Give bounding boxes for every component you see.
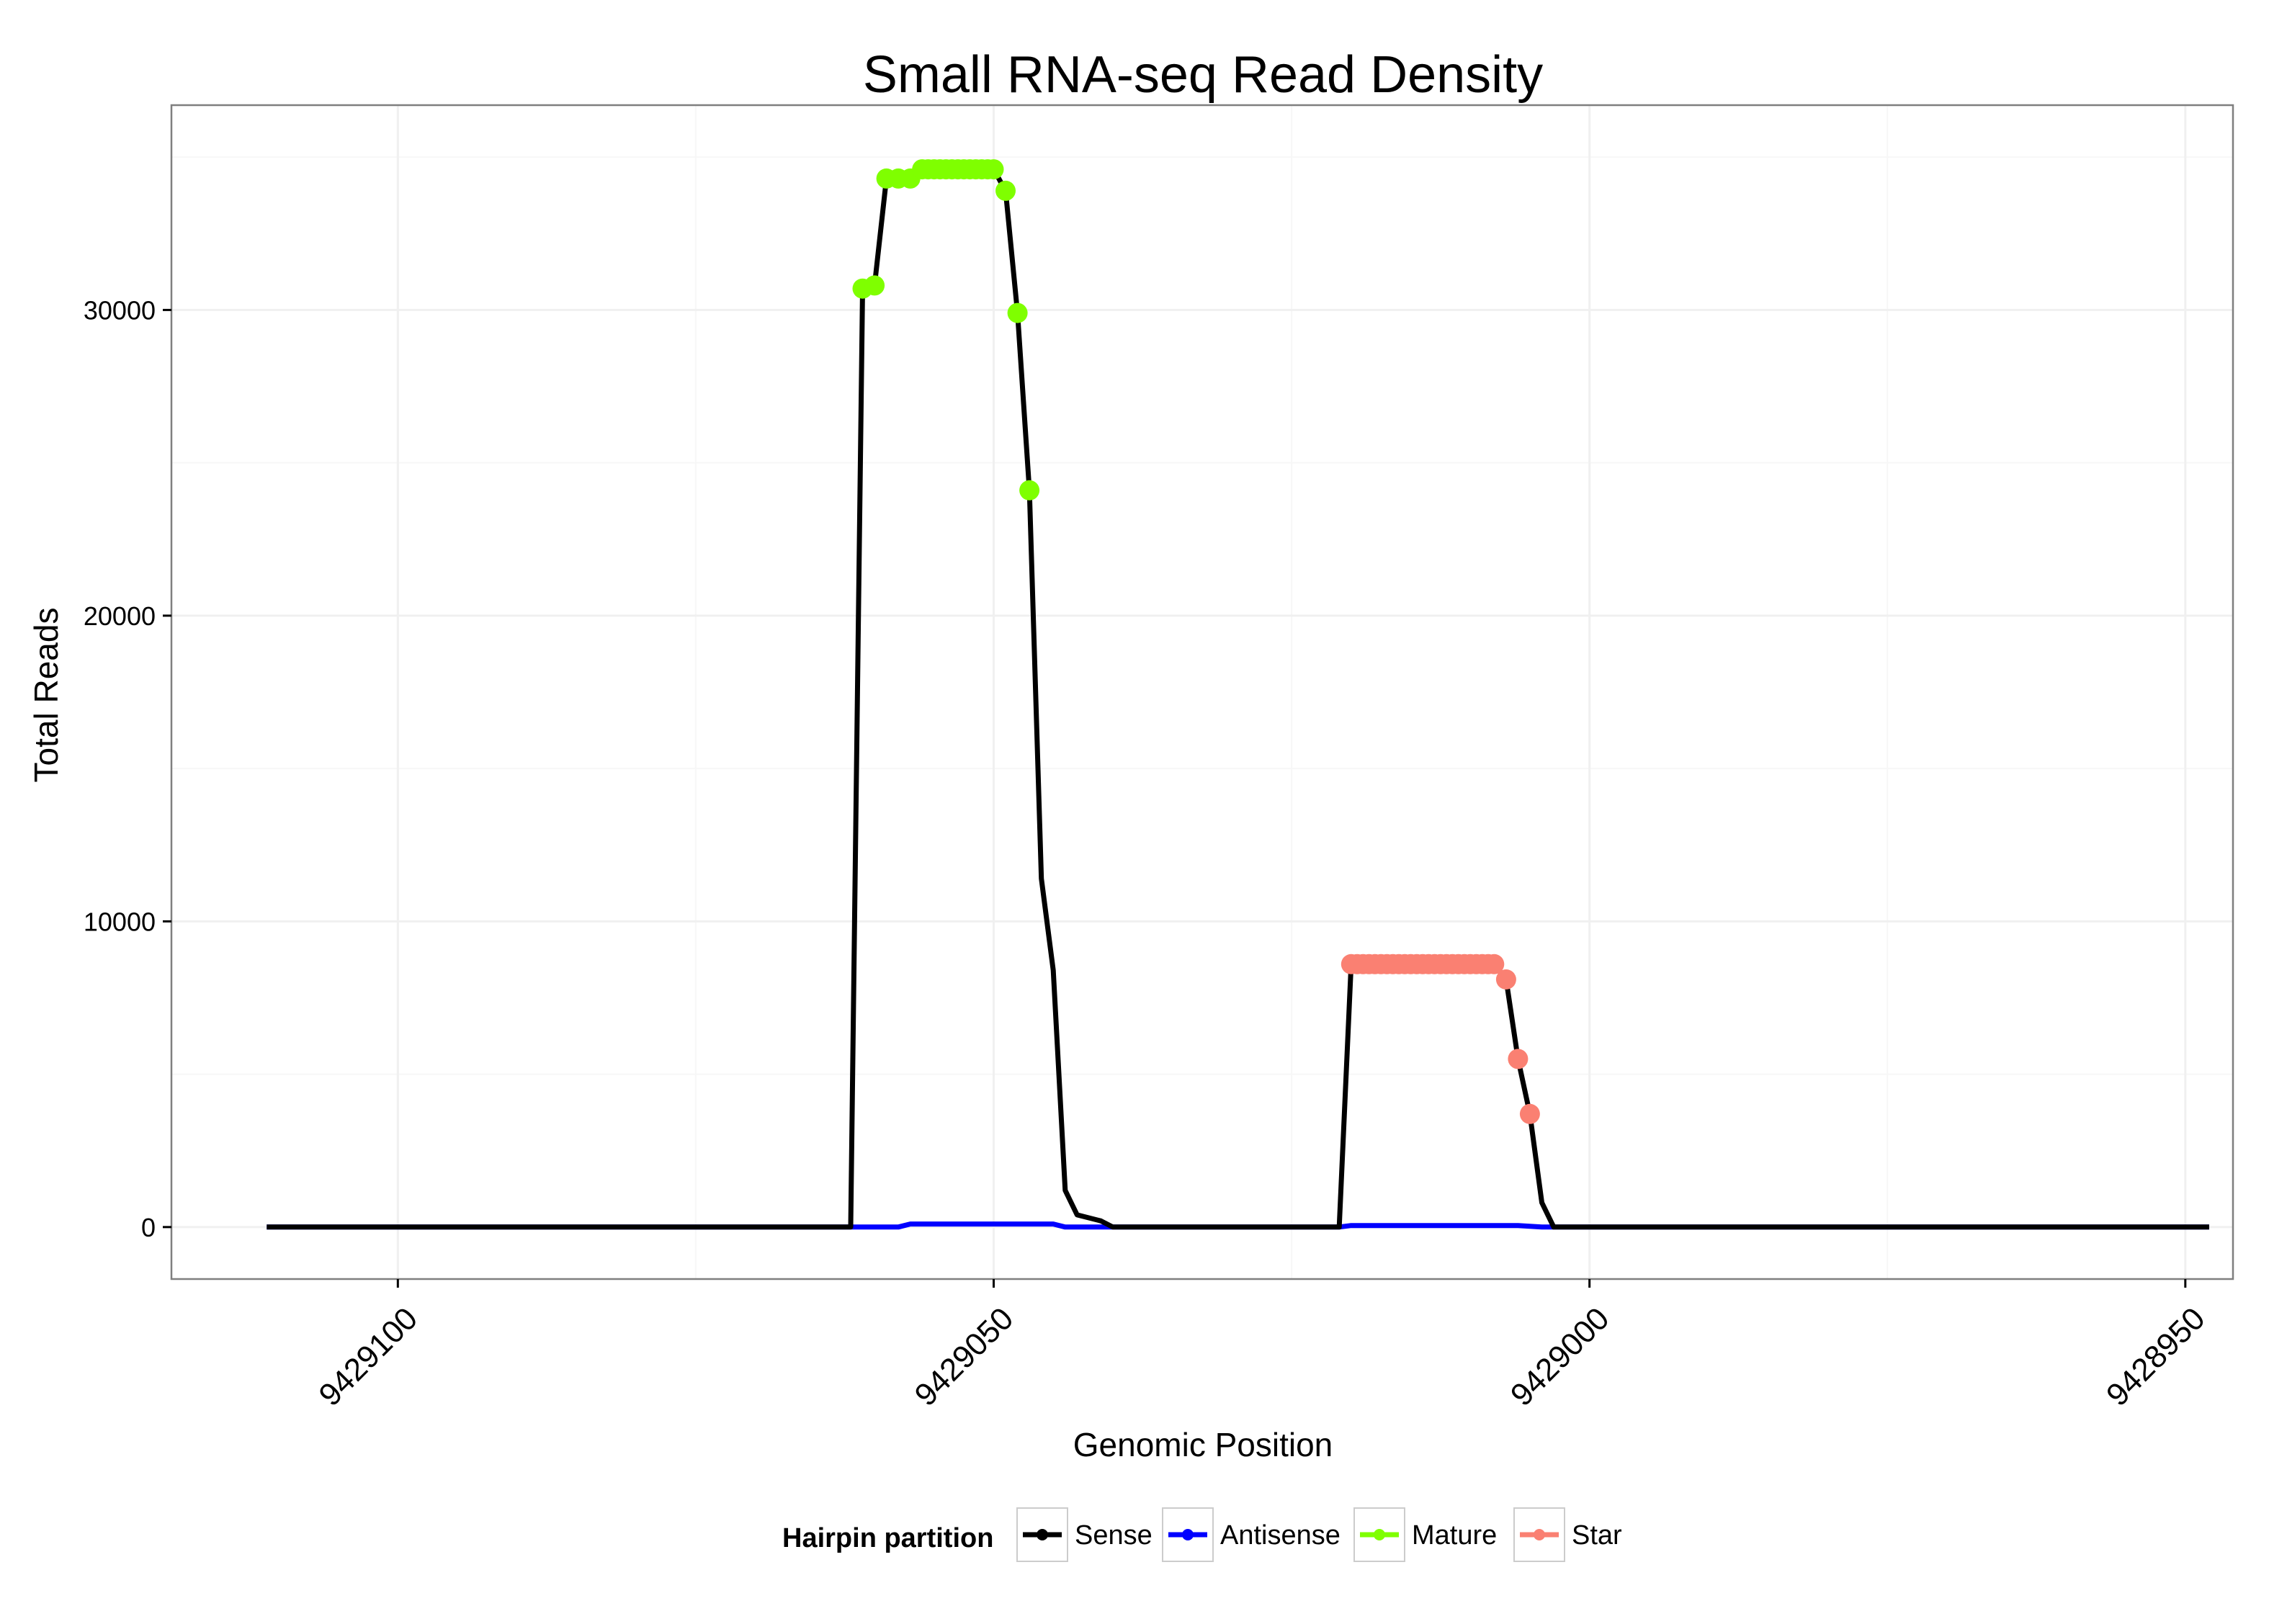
y-axis: 0 10000 20000 30000 (84, 295, 171, 1242)
series-points-mature (852, 159, 1040, 501)
data-point-star (1519, 1103, 1540, 1124)
data-point-mature (1019, 480, 1040, 501)
grid-lines (171, 105, 2233, 1279)
legend-label: Antisense (1220, 1520, 1341, 1551)
legend-key-point (1534, 1529, 1545, 1540)
data-point-mature (1007, 302, 1028, 323)
legend-label: Star (1572, 1520, 1622, 1551)
data-point-star (1495, 969, 1516, 990)
y-tick-label: 30000 (84, 295, 156, 325)
series-points-star (1341, 954, 1540, 1124)
chart-title: Small RNA-seq Read Density (863, 46, 1543, 104)
y-tick-label: 10000 (84, 907, 156, 936)
legend-title: Hairpin partition (782, 1523, 993, 1553)
y-axis-title: Total Reads (27, 608, 65, 783)
data-point-mature (983, 159, 1004, 180)
legend-item-mature: Mature (1353, 1507, 1497, 1562)
legend-item-sense: Sense (1016, 1507, 1153, 1562)
legend: Hairpin partition Sense Antisense Mature St… (782, 1507, 1622, 1562)
x-axis-title: Genomic Position (1073, 1426, 1333, 1463)
data-point-star (1508, 1049, 1529, 1069)
data-point-mature (995, 180, 1016, 201)
series-layer (267, 159, 2209, 1230)
data-point-mature (864, 275, 885, 296)
data-point-star (1484, 954, 1505, 974)
legend-item-star: Star (1513, 1507, 1622, 1562)
y-tick-label: 20000 (84, 601, 156, 631)
legend-item-antisense: Antisense (1162, 1507, 1341, 1562)
legend-key-point (1182, 1529, 1194, 1540)
legend-key-point (1037, 1529, 1048, 1540)
legend-label: Mature (1412, 1520, 1497, 1551)
panel-border (170, 104, 2234, 1280)
legend-key-point (1374, 1529, 1385, 1540)
plot-panel (170, 104, 2234, 1280)
panel-background (171, 105, 2233, 1279)
y-tick-label: 0 (141, 1213, 156, 1242)
legend-label: Sense (1075, 1520, 1153, 1551)
